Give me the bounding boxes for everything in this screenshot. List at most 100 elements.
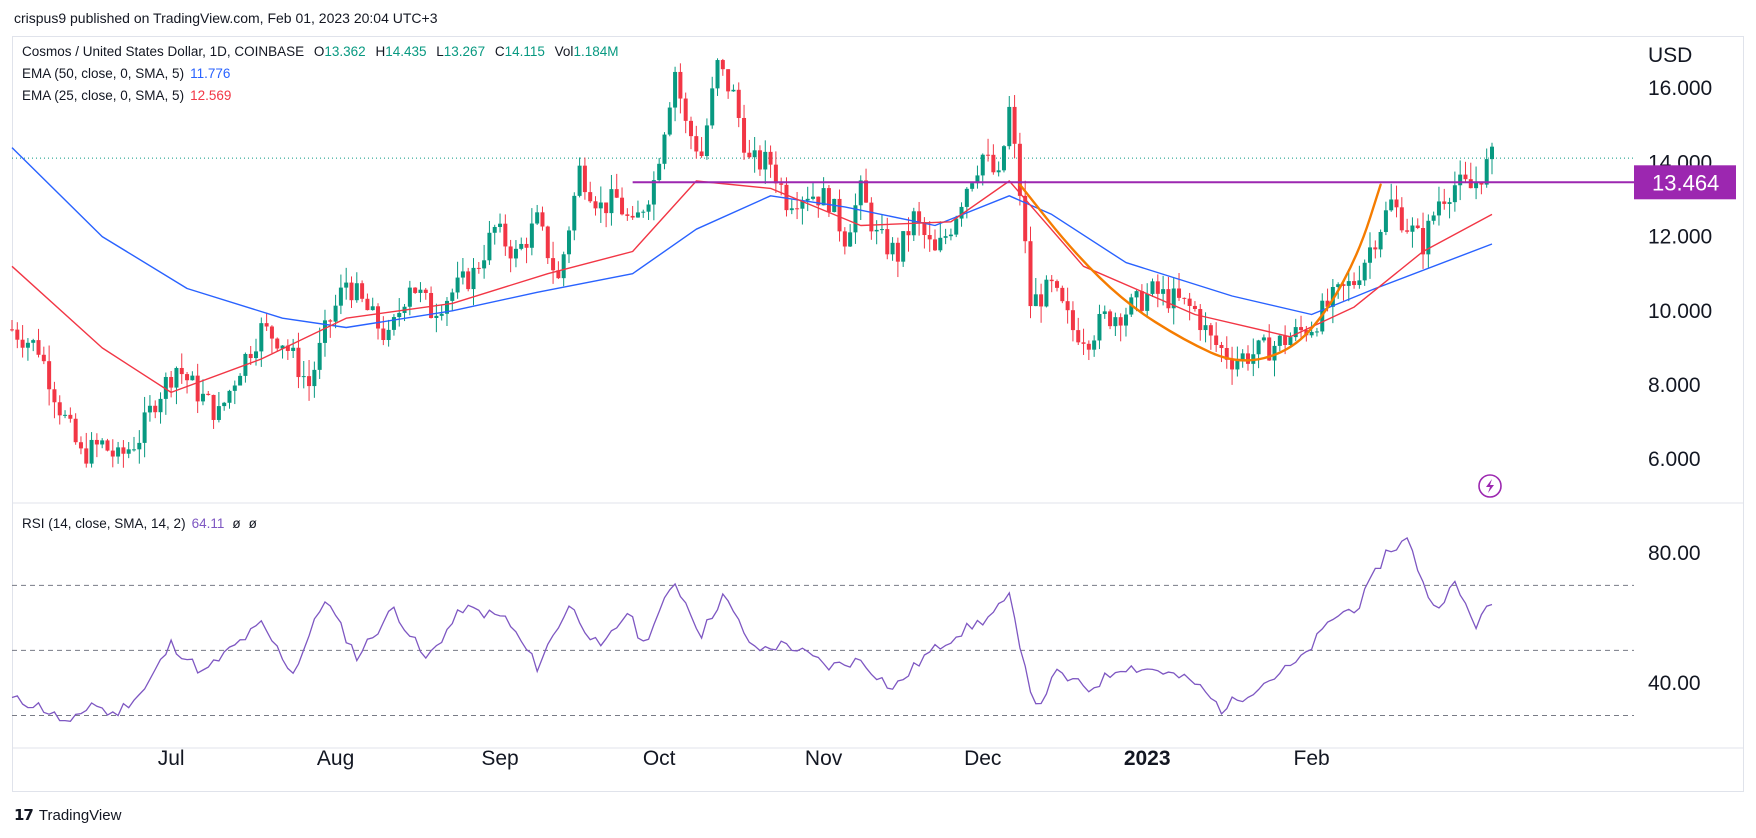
candle-body bbox=[954, 218, 959, 235]
candle-body bbox=[561, 254, 566, 279]
candle-body bbox=[1177, 288, 1182, 298]
candle-body bbox=[577, 165, 582, 196]
footer-brand[interactable]: 𝟭𝟳 TradingView bbox=[14, 806, 121, 825]
candle-body bbox=[391, 317, 396, 330]
cup-pattern-curve bbox=[1018, 183, 1382, 362]
candle-body bbox=[307, 376, 312, 387]
candle-body bbox=[975, 175, 980, 184]
candle-body bbox=[980, 154, 985, 176]
candle-body bbox=[360, 283, 365, 299]
volume-label: Vol bbox=[554, 44, 574, 59]
publisher-line: crispus9 published on TradingView.com, F… bbox=[14, 10, 438, 26]
candle-body bbox=[227, 390, 232, 403]
candle-body bbox=[1314, 331, 1319, 333]
candle-body bbox=[1330, 286, 1335, 307]
rsi-null-1: ø bbox=[232, 516, 241, 531]
candle-body bbox=[1431, 215, 1436, 221]
candle-body bbox=[312, 369, 317, 387]
candle-body bbox=[1192, 305, 1197, 310]
candle-body bbox=[1426, 220, 1431, 255]
candle-body bbox=[757, 150, 762, 170]
candle-body bbox=[1399, 207, 1404, 231]
candle-body bbox=[1033, 294, 1038, 307]
candle-body bbox=[572, 195, 577, 231]
candle-body bbox=[593, 201, 598, 209]
candle-body bbox=[503, 223, 508, 247]
ema50-value: 11.776 bbox=[190, 66, 231, 81]
candle-body bbox=[52, 389, 57, 403]
candle-body bbox=[190, 375, 195, 381]
candle-body bbox=[1378, 231, 1383, 250]
candle-body bbox=[1044, 279, 1049, 307]
candle-body bbox=[927, 235, 932, 240]
candle-body bbox=[296, 347, 301, 378]
candle-body bbox=[63, 414, 68, 416]
candle-body bbox=[768, 151, 773, 165]
candle-body bbox=[211, 394, 216, 420]
candle-body bbox=[1367, 247, 1372, 263]
candle-body bbox=[991, 154, 996, 173]
candle-body bbox=[195, 375, 200, 402]
candle-body bbox=[137, 442, 142, 450]
rsi-tick-label: 80.00 bbox=[1648, 542, 1701, 565]
candle-body bbox=[1442, 201, 1447, 204]
candle-body bbox=[694, 136, 699, 152]
candle-body bbox=[1283, 335, 1288, 346]
candle-body bbox=[524, 243, 529, 248]
candle-body bbox=[996, 170, 1001, 173]
candle-body bbox=[476, 267, 481, 269]
candle-body bbox=[73, 418, 78, 443]
candles-group bbox=[10, 58, 1494, 468]
rsi-legend[interactable]: RSI (14, close, SMA, 14, 2) 64.11 ø ø bbox=[22, 516, 257, 531]
candle-body bbox=[635, 212, 640, 218]
candle-body bbox=[1240, 353, 1245, 361]
candle-body bbox=[1086, 343, 1091, 350]
candle-body bbox=[365, 298, 370, 311]
candle-body bbox=[20, 339, 25, 348]
candle-body bbox=[1288, 337, 1293, 346]
candle-body bbox=[667, 107, 672, 135]
candle-body bbox=[763, 151, 768, 170]
candle-body bbox=[269, 326, 274, 339]
candle-body bbox=[25, 342, 30, 348]
ema50-line bbox=[11, 147, 1493, 329]
candle-body bbox=[333, 305, 338, 322]
candle-body bbox=[291, 347, 296, 351]
candle-body bbox=[625, 214, 630, 216]
candle-body bbox=[1187, 298, 1192, 306]
candle-body bbox=[519, 243, 524, 249]
candle-body bbox=[89, 439, 94, 464]
candle-body bbox=[94, 439, 99, 445]
candle-body bbox=[487, 232, 492, 261]
candle-body bbox=[1150, 281, 1155, 294]
candle-body bbox=[386, 329, 391, 341]
candle-body bbox=[121, 447, 126, 454]
candle-body bbox=[1145, 293, 1150, 311]
candle-body bbox=[492, 226, 497, 233]
candle-body bbox=[466, 271, 471, 290]
candle-body bbox=[285, 345, 290, 351]
symbol-title: Cosmos / United States Dollar, 1D, COINB… bbox=[22, 44, 305, 59]
candle-body bbox=[673, 71, 678, 108]
rsi-tick-label: 40.00 bbox=[1648, 672, 1701, 695]
candle-body bbox=[444, 300, 449, 314]
candle-body bbox=[370, 306, 375, 311]
candle-body bbox=[413, 287, 418, 293]
candle-body bbox=[84, 448, 89, 464]
candle-body bbox=[1097, 313, 1102, 341]
candle-body bbox=[731, 89, 736, 92]
low-label: L bbox=[436, 44, 444, 59]
ema50-legend[interactable]: EMA (50, close, 0, SMA, 5) 11.776 bbox=[22, 66, 230, 81]
candle-body bbox=[848, 232, 853, 247]
ema25-value: 12.569 bbox=[190, 88, 232, 103]
candle-body bbox=[418, 289, 423, 293]
candle-body bbox=[1261, 337, 1266, 341]
candle-body bbox=[529, 223, 534, 248]
candle-body bbox=[216, 406, 221, 420]
candle-body bbox=[482, 260, 487, 269]
candle-body bbox=[317, 342, 322, 370]
candle-body bbox=[959, 206, 964, 219]
candle-body bbox=[1166, 289, 1171, 309]
ema25-legend[interactable]: EMA (25, close, 0, SMA, 5) 12.569 bbox=[22, 88, 231, 103]
